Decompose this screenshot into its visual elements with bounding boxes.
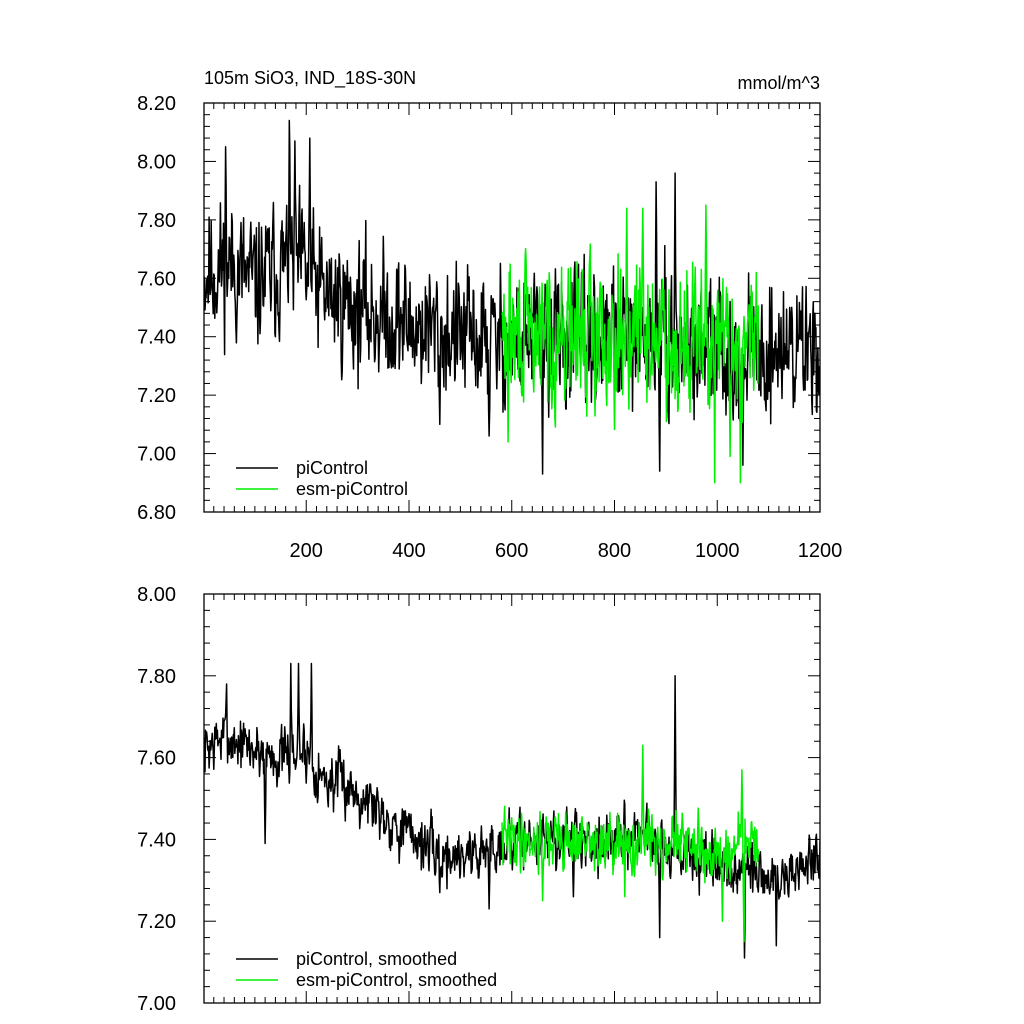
y-tick-label: 7.80: [137, 666, 176, 688]
x-tick-label: 800: [598, 540, 631, 562]
x-tick-label: 200: [290, 540, 323, 562]
y-tick-label: 7.20: [137, 385, 176, 407]
legend-label: esm-piControl: [296, 479, 408, 499]
y-tick-label: 8.00: [137, 584, 176, 606]
series-line-esm-picontrol: [501, 204, 760, 484]
y-tick-label: 7.60: [137, 268, 176, 290]
plot-frame: [203, 593, 821, 1004]
y-tick-label: 7.60: [137, 748, 176, 770]
legend-label: esm-piControl, smoothed: [296, 970, 497, 990]
units-label: mmol/m^3: [738, 73, 820, 93]
x-tick-label: 1000: [695, 540, 740, 562]
x-tick-label: 400: [392, 540, 425, 562]
legend-label: piControl: [296, 458, 368, 478]
y-tick-label: 8.20: [137, 93, 176, 115]
bottom-panel: 7.00 7.20 7.40 7.60 7.80 8.00 piControl, smoot…: [137, 584, 821, 1015]
y-tick-label: 7.80: [137, 210, 176, 232]
y-tick-label: 6.80: [137, 502, 176, 524]
y-tick-label: 7.00: [137, 444, 176, 466]
y-tick-label: 7.20: [137, 911, 176, 933]
y-tick-label: 7.40: [137, 829, 176, 851]
series-line-esm-picontrol-smoothed: [501, 744, 760, 943]
y-tick-label: 7.00: [137, 993, 176, 1015]
top-panel: 200 400 600 800 1000 1200 6.80 7.00 7.20 7.40 7.60…: [137, 93, 842, 562]
series-line-picontrol-smoothed: [204, 662, 820, 959]
x-tick-label: 600: [495, 540, 528, 562]
y-tick-label: 7.40: [137, 327, 176, 349]
y-tick-label: 8.00: [137, 151, 176, 173]
legend-label: piControl, smoothed: [296, 949, 457, 969]
x-tick-label: 1200: [798, 540, 843, 562]
chart-title: 105m SiO3, IND_18S-30N: [204, 68, 416, 89]
